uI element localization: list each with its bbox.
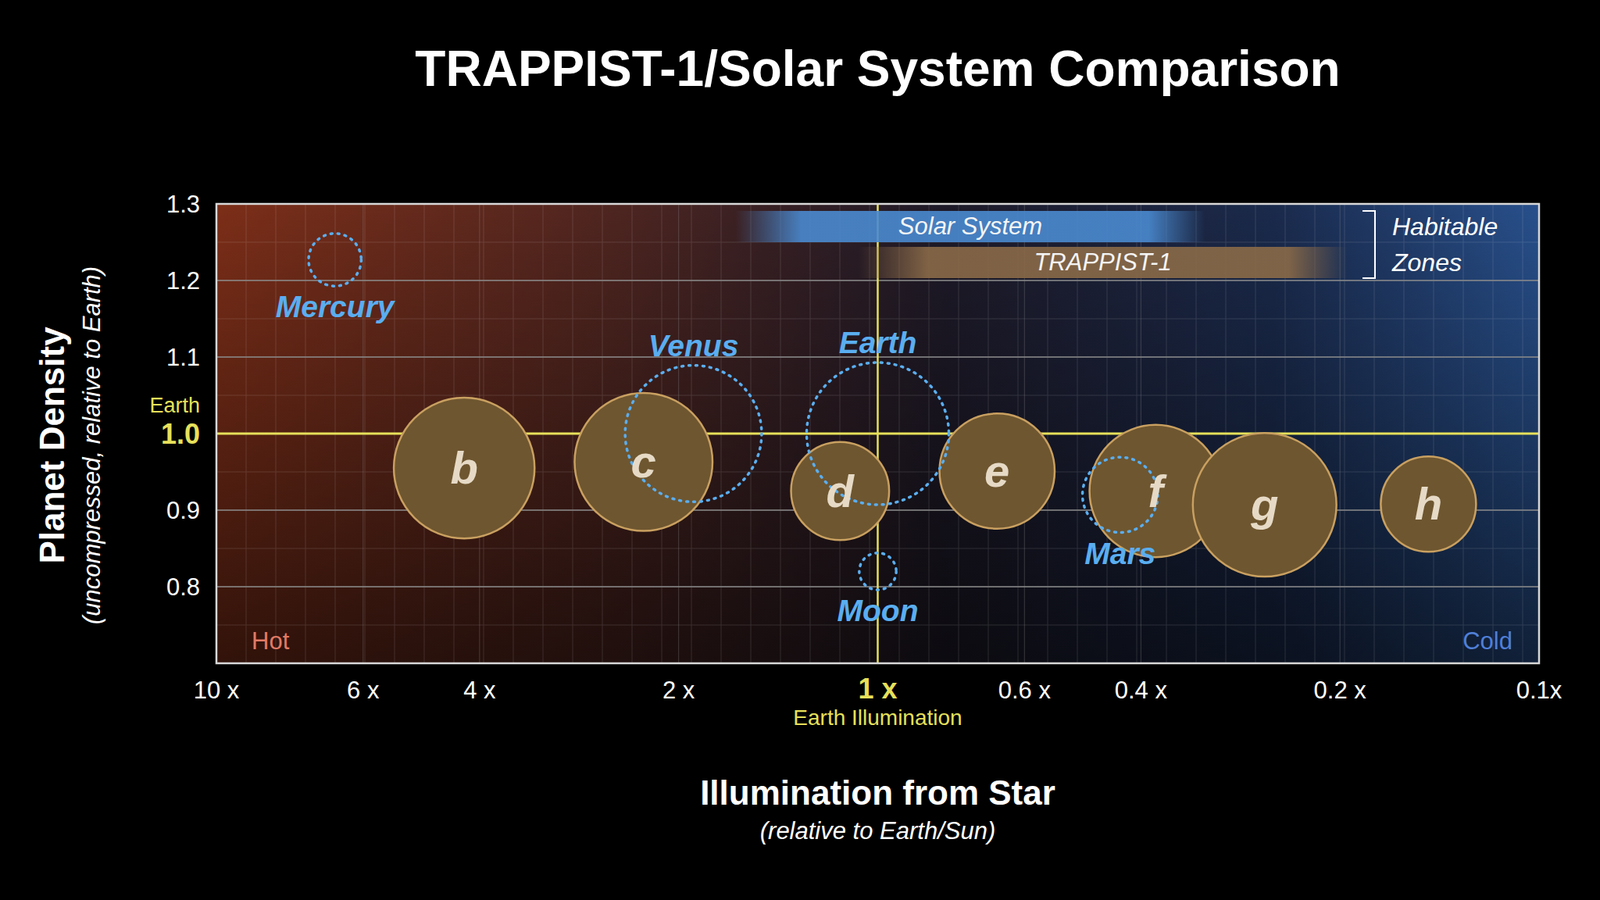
bubble (393, 397, 535, 539)
annotation: Cold (1462, 627, 1513, 655)
habitable-zone-label: Solar System (898, 212, 1043, 240)
y-tick-label: 0.8 (166, 573, 200, 601)
bubble-label: f (1148, 465, 1168, 517)
series-1 (308, 233, 1158, 590)
bubble-label: Earth (839, 325, 918, 360)
bubble-label: Mercury (275, 289, 397, 324)
y-axis-subtitle: (uncompressed, relative to Earth) (78, 266, 106, 625)
bracket (1362, 210, 1375, 279)
bubble-label: h (1414, 478, 1443, 529)
x-tick-label: 10 x (193, 676, 240, 704)
bubble-label: Moon (837, 593, 919, 628)
bubble (939, 413, 1055, 529)
habitable-zones-title: Zones (1391, 248, 1462, 277)
x-tick-label: 0.4 x (1114, 676, 1168, 704)
bubble (859, 553, 897, 590)
bubble (625, 365, 762, 503)
bubble (1192, 432, 1337, 577)
x-tick-label: 1 x (857, 672, 897, 705)
bubble-label: e (984, 445, 1010, 497)
bubble (574, 392, 713, 532)
x-tick-label: 0.6 x (998, 676, 1052, 704)
x-tick-label: 2 x (662, 676, 696, 704)
grid (216, 203, 1540, 664)
texture (216, 203, 1540, 664)
bubble (791, 442, 890, 541)
marks (308, 210, 1476, 590)
title: TRAPPIST-1/Solar System Comparison (414, 40, 1340, 97)
bubble-label: b (450, 442, 478, 493)
labels: Solar System TRAPPIST-1 Habitable Zones b c d e… (275, 212, 1498, 628)
bubble-label: Mars (1084, 536, 1156, 571)
x-tick-label: 6 x (346, 676, 380, 704)
annotation: Earth Illumination (792, 705, 962, 730)
bubble (308, 233, 361, 286)
x-tick-label: 4 x (463, 676, 497, 704)
series-0 (393, 392, 1476, 577)
x-axis-subtitle: (relative to Earth/Sun) (760, 817, 997, 845)
annotation: Hot (251, 627, 290, 655)
bubble-label: Venus (648, 328, 740, 363)
habitable-zone-band (735, 210, 1206, 243)
chart: TRAPPIST-1/Solar System Comparison Solar … (0, 0, 1600, 900)
habitable-zone-label: TRAPPIST-1 (1033, 248, 1172, 276)
x-axis-title: Illumination from Star (700, 773, 1056, 812)
bubble-label: d (826, 465, 856, 517)
plot-background (216, 203, 1540, 664)
plot-frame (216, 203, 1540, 664)
habitable-zone-band (858, 246, 1348, 279)
y-tick-label: 1.0 (160, 417, 200, 450)
x-tick-label: 0.1x (1516, 676, 1563, 704)
bubble-label: g (1250, 478, 1279, 530)
bubble (1082, 457, 1158, 533)
bubble (1380, 456, 1476, 552)
plot-shade (216, 203, 1540, 664)
y-tick-label: 1.2 (166, 267, 200, 295)
y-tick-label: 1.1 (166, 343, 200, 372)
annotation: Earth (149, 393, 200, 418)
bubble-label: c (631, 435, 657, 487)
y-axis-title: Planet Density (32, 326, 72, 565)
y-tick-label: 0.9 (166, 496, 200, 525)
x-tick-label: 0.2 x (1314, 676, 1368, 704)
y-tick-label: 1.3 (166, 190, 200, 218)
habitable-zones-title: Habitable (1392, 212, 1498, 241)
